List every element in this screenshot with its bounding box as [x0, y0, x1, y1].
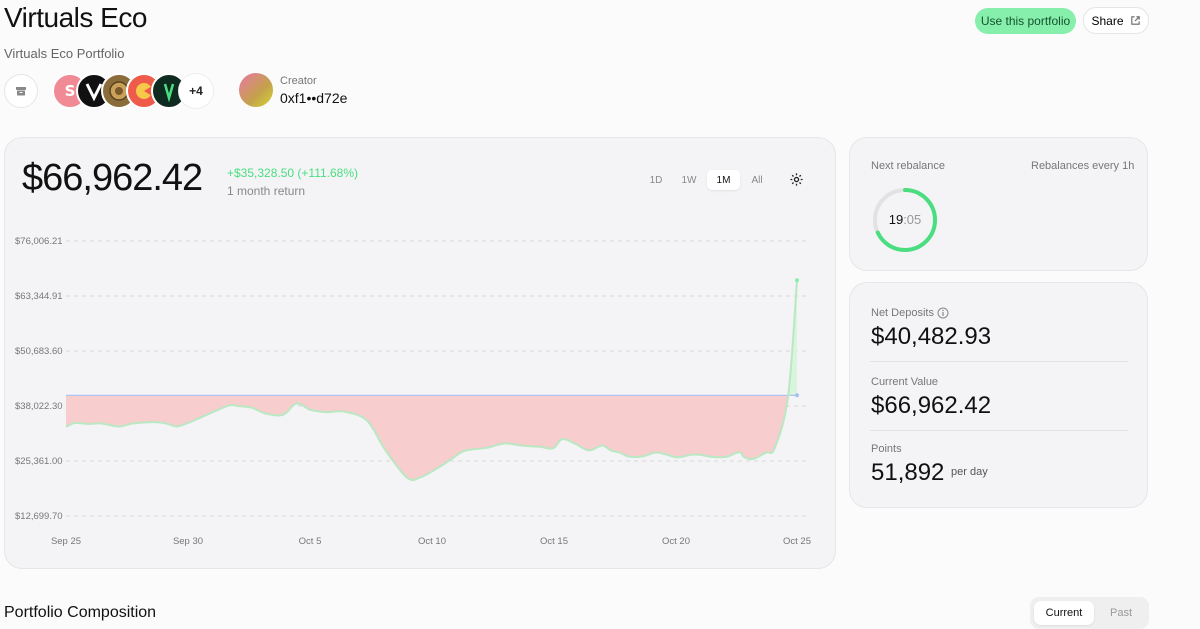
- range-1m-button[interactable]: 1M: [707, 170, 740, 190]
- net-deposits-label: Net Deposits: [871, 307, 934, 319]
- stats-card: [849, 282, 1148, 508]
- tab-current[interactable]: Current: [1034, 601, 1094, 625]
- rebalance-timer-minutes: 19: [888, 212, 904, 227]
- token-stack[interactable]: S +4: [52, 73, 222, 109]
- performance-card: [4, 137, 836, 569]
- rebalance-frequency: Rebalances every 1h: [1031, 160, 1135, 172]
- more-tokens-badge[interactable]: +4: [178, 73, 214, 109]
- y-tick-label: $38,022.30: [15, 401, 63, 412]
- x-tick-label: Oct 10: [418, 536, 446, 547]
- x-tick-label: Oct 15: [540, 536, 568, 547]
- archive-icon: [16, 87, 26, 96]
- tab-past[interactable]: Past: [1096, 601, 1146, 625]
- creator-avatar[interactable]: [239, 73, 273, 107]
- use-portfolio-button[interactable]: Use this portfolio: [975, 8, 1076, 34]
- points-unit: per day: [951, 466, 988, 478]
- range-1w-button[interactable]: 1W: [678, 170, 700, 190]
- range-all-button[interactable]: All: [746, 170, 768, 190]
- points-label: Points: [871, 443, 902, 455]
- net-deposits-value: $40,482.93: [871, 323, 992, 350]
- loss-area: [66, 395, 789, 481]
- composition-tabs: Current Past: [1030, 597, 1149, 629]
- x-tick-label: Oct 20: [662, 536, 690, 547]
- rebalance-timer-seconds: :05: [903, 212, 922, 227]
- y-tick-label: $63,344.91: [15, 291, 63, 302]
- value-series-line: [65, 280, 798, 482]
- external-link-icon: [1130, 16, 1140, 25]
- portfolio-title: Virtuals Eco: [4, 2, 147, 33]
- baseline-end-point: [795, 393, 799, 398]
- performance-chart[interactable]: [0, 0, 840, 570]
- points-value: 51,892: [871, 459, 945, 486]
- y-tick-label: $50,683.60: [15, 346, 63, 357]
- divider: [870, 430, 1128, 431]
- portfolio-value: $66,962.42: [22, 157, 203, 199]
- x-tick-label: Oct 25: [783, 536, 811, 547]
- chart-settings-gear-icon[interactable]: [789, 172, 804, 187]
- rebalance-timer-ring: [873, 188, 937, 252]
- share-button[interactable]: Share: [1083, 7, 1149, 34]
- series-end-point: [795, 278, 799, 283]
- next-rebalance-label: Next rebalance: [871, 160, 945, 172]
- return-period: 1 month return: [227, 184, 306, 198]
- share-label: Share: [1091, 13, 1124, 28]
- return-change: +$35,328.50 (+111.68%): [227, 166, 358, 180]
- y-tick-label: $76,006.21: [15, 236, 63, 247]
- divider: [870, 361, 1128, 362]
- portfolio-subtitle: Virtuals Eco Portfolio: [4, 46, 125, 61]
- current-value-label: Current Value: [871, 376, 939, 388]
- creator-label: Creator: [280, 75, 317, 87]
- y-tick-label: $12,699.70: [15, 511, 63, 522]
- y-tick-label: $25,361.00: [15, 456, 63, 467]
- x-tick-label: Sep 30: [172, 536, 204, 547]
- creator-address[interactable]: 0xf1••d72e: [280, 90, 348, 106]
- archive-button[interactable]: [4, 74, 38, 108]
- svg-text:S: S: [65, 82, 76, 100]
- x-tick-label: Oct 5: [298, 536, 322, 547]
- current-value: $66,962.42: [871, 392, 992, 419]
- range-1d-button[interactable]: 1D: [645, 170, 667, 190]
- x-tick-label: Sep 25: [50, 536, 82, 547]
- info-icon[interactable]: [937, 307, 949, 319]
- composition-title: Portfolio Composition: [4, 604, 157, 621]
